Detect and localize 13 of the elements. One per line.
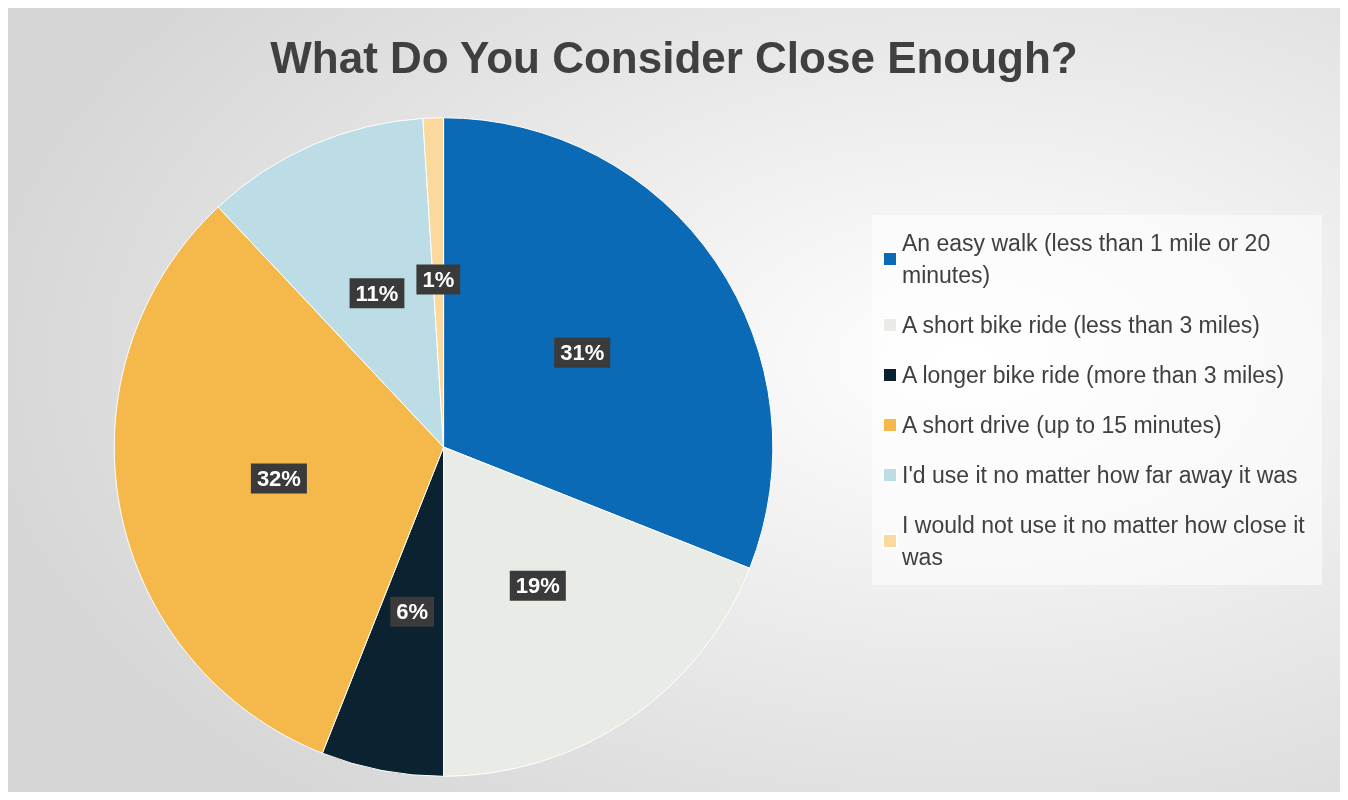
data-label: 32% xyxy=(256,465,301,491)
data-label: 31% xyxy=(560,340,605,366)
chart-title: What Do You Consider Close Enough? xyxy=(270,32,1078,82)
legend-label: A longer bike ride (more than 3 miles) xyxy=(902,362,1285,388)
legend-label: I'd use it no matter how far away it was xyxy=(902,462,1298,488)
legend-label: A short drive (up to 15 minutes) xyxy=(902,412,1222,438)
data-label: 6% xyxy=(396,599,429,625)
legend-label: A short bike ride (less than 3 miles) xyxy=(902,312,1260,338)
legend-label: An easy walk (less than 1 mile or 20 minutes) xyxy=(902,230,1277,288)
data-label: 19% xyxy=(515,573,560,599)
data-label: 1% xyxy=(422,266,455,292)
legend-label: I would not use it no matter how close it was xyxy=(901,512,1312,570)
data-label: 11% xyxy=(355,280,399,306)
